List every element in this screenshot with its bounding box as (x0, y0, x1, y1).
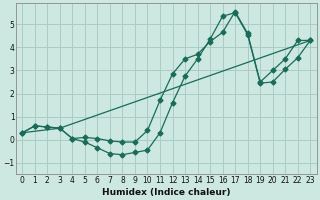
X-axis label: Humidex (Indice chaleur): Humidex (Indice chaleur) (102, 188, 230, 197)
